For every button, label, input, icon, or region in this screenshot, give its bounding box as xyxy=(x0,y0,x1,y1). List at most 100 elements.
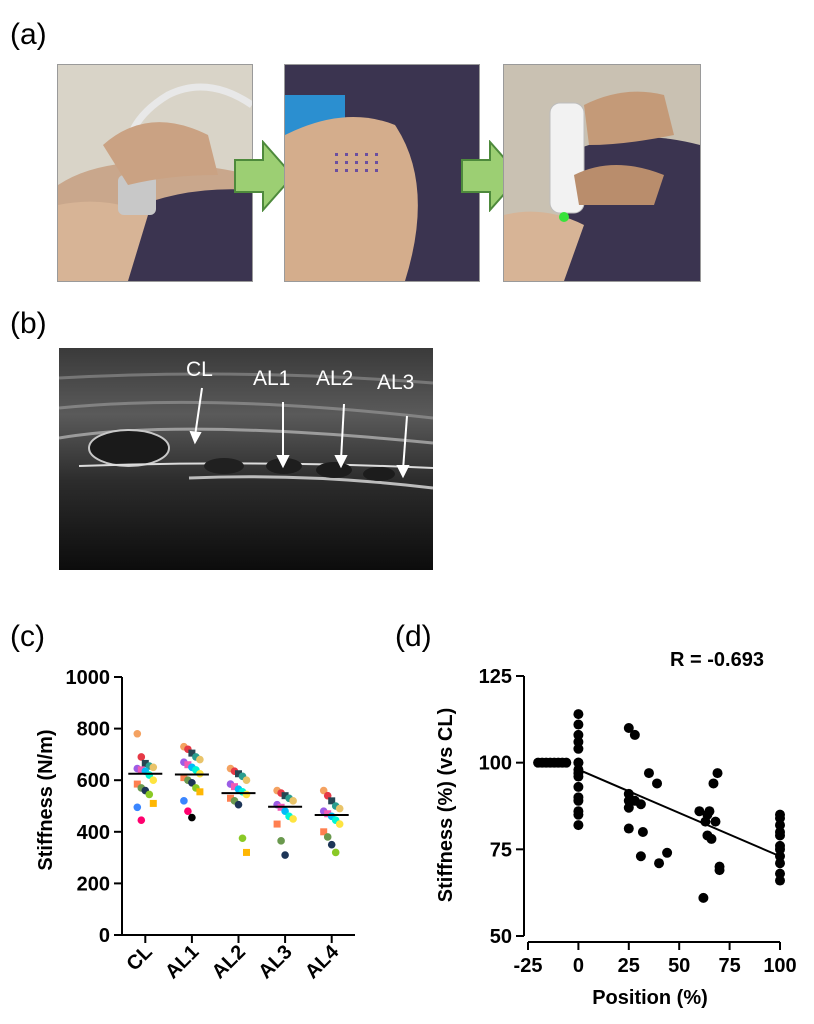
chart-d-ytick-label: 100 xyxy=(479,753,512,775)
chart-c-point xyxy=(188,813,196,822)
us-arrow-al3 xyxy=(402,415,408,471)
chart-c-point xyxy=(231,783,238,791)
chart-c-point xyxy=(327,840,336,849)
chart-c-point xyxy=(320,828,328,836)
chart-c-point xyxy=(235,770,242,778)
ultrasound-image: CL AL1 AL2 AL3 xyxy=(59,348,433,570)
chart-d-point xyxy=(714,865,725,876)
chart-d-point xyxy=(775,851,785,862)
chart-c-point xyxy=(281,851,289,859)
chart-c-point xyxy=(323,833,332,841)
chart-d-point xyxy=(573,736,584,747)
chart-c-point xyxy=(242,776,251,784)
chart-c-ytick-label: 600 xyxy=(77,770,110,792)
chart-d-point xyxy=(712,768,723,779)
chart-d-point xyxy=(698,892,709,903)
chart-d-ytick-label: 50 xyxy=(490,926,512,948)
panel-label-b: (b) xyxy=(10,307,47,340)
chart-c-point xyxy=(141,759,149,767)
chart-c-point xyxy=(149,763,158,772)
chart-c-point xyxy=(289,797,297,805)
chart-c-point xyxy=(133,729,142,738)
photo-marked-skin xyxy=(284,64,480,282)
chart-d-point xyxy=(662,847,673,858)
chart-d-point xyxy=(775,813,785,824)
chart-c-point xyxy=(184,761,192,769)
chart-d-point xyxy=(573,743,584,754)
chart-c-point xyxy=(149,799,157,807)
chart-c-point xyxy=(137,766,145,774)
chart-c-ytick-label: 200 xyxy=(77,873,110,895)
photo-skin-illustration xyxy=(285,65,479,281)
chart-d-point xyxy=(654,858,665,869)
photo-device-illustration xyxy=(504,65,700,281)
us-arrows xyxy=(189,387,410,479)
chart-c-point xyxy=(289,815,297,823)
photo-probe-illustration xyxy=(58,65,252,281)
chart-d-xtick-label: -25 xyxy=(514,955,543,977)
chart-c-point xyxy=(273,820,281,828)
chart-d-xtick-label: 0 xyxy=(573,955,584,977)
chart-d-point xyxy=(708,778,719,789)
chart-d: 50 75 100 125 -25 0 25 50 75 100 R = -0.693 Posit… xyxy=(435,649,797,1009)
chart-d-ylabel: Stiffness (%) (vs CL) xyxy=(435,708,457,902)
chart-d-ytick-label: 125 xyxy=(479,666,512,688)
chart-c-ylabel: Stiffness (N/m) xyxy=(35,729,57,870)
us-label-al1: AL1 xyxy=(253,367,291,390)
chart-c-ytick-label: 1000 xyxy=(66,667,111,689)
arrow-right-icon-1 xyxy=(234,140,295,212)
chart-c-xtick-label: CL xyxy=(122,941,156,975)
chart-c-point xyxy=(242,790,251,799)
chart-d-xlabel: Position (%) xyxy=(592,987,708,1009)
chart-d-point xyxy=(573,729,584,740)
chart-c-point xyxy=(331,848,340,857)
chart-c-point xyxy=(196,755,204,764)
us-arrow-cl xyxy=(194,387,203,437)
chart-d-point xyxy=(710,816,721,827)
chart-c: 0 200 400 600 800 1000 CL AL1 AL2 AL3 AL4 Stiffnes… xyxy=(35,667,355,983)
us-label-al3: AL3 xyxy=(377,371,415,394)
photo-stiffness-device xyxy=(503,64,701,282)
chart-c-point xyxy=(281,792,289,800)
chart-c-point xyxy=(319,786,328,795)
chart-d-xtick-label: 25 xyxy=(618,955,640,977)
panel-label-d: (d) xyxy=(395,620,432,653)
chart-c-point xyxy=(281,807,289,815)
chart-d-annotation: R = -0.693 xyxy=(670,649,764,671)
chart-c-xtick-label: AL1 xyxy=(161,941,203,983)
chart-c-point xyxy=(227,794,234,802)
chart-d-point xyxy=(573,820,584,831)
chart-d-point xyxy=(561,757,572,768)
chart-c-xtick-label: AL4 xyxy=(301,940,344,983)
chart-c-point xyxy=(238,834,247,843)
panel-label-a: (a) xyxy=(10,18,47,51)
chart-c-point xyxy=(149,776,158,784)
chart-d-point xyxy=(775,844,785,855)
chart-c-point xyxy=(335,804,344,813)
chart-c-point xyxy=(133,803,142,812)
chart-d-point xyxy=(629,729,640,740)
chart-c-ytick-label: 800 xyxy=(77,719,110,741)
chart-c-point xyxy=(180,797,188,805)
us-arrow-al2 xyxy=(340,403,345,461)
chart-c-ytick-label: 400 xyxy=(77,822,110,844)
chart-d-xtick-label: 100 xyxy=(763,955,796,977)
chart-d-point xyxy=(573,757,584,768)
panel-label-c: (c) xyxy=(10,620,45,653)
chart-d-xtick-label: 75 xyxy=(718,955,740,977)
chart-d-point xyxy=(694,806,705,817)
chart-c-point xyxy=(324,810,332,818)
chart-d-point xyxy=(573,719,584,730)
chart-d-point xyxy=(775,868,785,879)
chart-d-point xyxy=(573,809,584,820)
chart-d-point xyxy=(623,802,634,813)
chart-d-ytick-label: 75 xyxy=(490,839,512,861)
chart-c-ytick-label: 0 xyxy=(99,925,110,947)
chart-d-fit-line xyxy=(578,768,781,858)
chart-c-point xyxy=(328,797,336,805)
chart-d-point xyxy=(652,778,663,789)
chart-d-point xyxy=(573,781,584,792)
chart-d-point xyxy=(623,788,634,799)
chart-c-point xyxy=(180,774,188,782)
chart-c-point xyxy=(335,820,344,828)
